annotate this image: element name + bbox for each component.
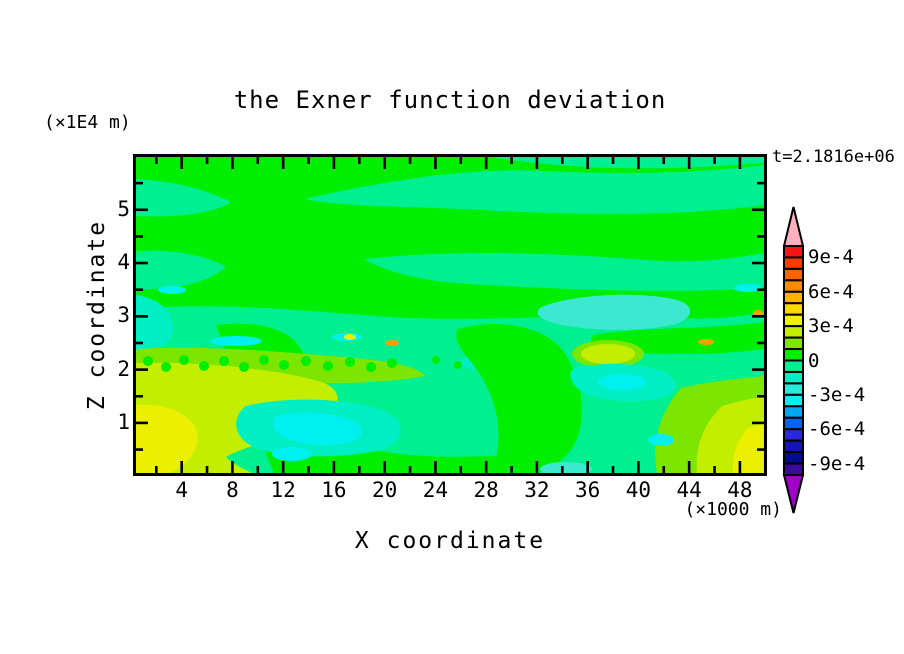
contour-speckle bbox=[387, 358, 397, 368]
contour-region bbox=[537, 294, 691, 330]
colorbar-tick-label: 9e-4 bbox=[808, 246, 854, 269]
contour-region bbox=[734, 284, 762, 292]
contour-region bbox=[136, 179, 231, 217]
x-tick-label: 16 bbox=[321, 478, 347, 502]
colorbar-segment bbox=[783, 279, 804, 293]
contour-region bbox=[304, 165, 764, 214]
y-axis-title: Z coordinate bbox=[84, 219, 110, 411]
colorbar-segment bbox=[783, 393, 804, 408]
colorbar-under-arrow bbox=[782, 474, 805, 514]
chart-title: the Exner function deviation bbox=[233, 86, 667, 114]
contour-regions bbox=[136, 157, 764, 473]
y-tick-label: 2 bbox=[117, 356, 130, 381]
contour-speckle bbox=[454, 361, 462, 369]
colorbar-segment bbox=[783, 428, 804, 442]
contour-region bbox=[273, 412, 362, 446]
contour-region bbox=[136, 250, 226, 290]
colorbar-tick-label: -9e-4 bbox=[808, 452, 866, 475]
contour-fleck bbox=[385, 340, 399, 346]
contour-speckle bbox=[432, 356, 440, 364]
contour-region bbox=[491, 157, 764, 169]
axis-ticks bbox=[136, 157, 764, 473]
contour-speckle bbox=[345, 357, 355, 367]
colorbar-segment bbox=[783, 348, 804, 362]
x-axis-unit-label: (×1000 m) bbox=[684, 499, 782, 520]
contour-region bbox=[272, 447, 312, 461]
contour-field bbox=[136, 157, 764, 473]
contour-region bbox=[648, 434, 674, 446]
x-tick-label: 40 bbox=[625, 478, 652, 502]
contour-speckle bbox=[179, 355, 189, 365]
contour-region bbox=[598, 374, 646, 390]
colorbar-tick-label: -6e-4 bbox=[808, 418, 866, 441]
contour-region bbox=[158, 286, 186, 294]
contour-region bbox=[732, 424, 764, 473]
contour-speckle bbox=[239, 362, 249, 372]
colorbar bbox=[782, 206, 805, 514]
x-tick-label: 24 bbox=[422, 478, 449, 502]
colorbar-tick-label: 6e-4 bbox=[808, 280, 854, 303]
x-tick-label: 4 bbox=[175, 478, 188, 502]
contour-fleck bbox=[753, 310, 763, 316]
colorbar-segment bbox=[783, 290, 804, 305]
colorbar-segment bbox=[783, 416, 804, 431]
time-annotation: t=2.1816e+06 bbox=[772, 147, 895, 167]
colorbar-segment bbox=[783, 325, 804, 339]
contour-fleck bbox=[698, 339, 714, 345]
contour-region bbox=[581, 344, 635, 364]
colorbar-segment bbox=[783, 451, 804, 465]
x-axis-title: X coordinate bbox=[354, 528, 546, 554]
colorbar-tick-label: 0 bbox=[808, 349, 820, 372]
colorbar-segment bbox=[783, 313, 804, 328]
contour-speckle bbox=[199, 361, 209, 371]
colorbar-segment bbox=[783, 370, 804, 385]
contour-speckle bbox=[366, 362, 376, 372]
colorbar-segment bbox=[783, 245, 804, 259]
contour-speckle bbox=[279, 360, 289, 370]
contour-speckle bbox=[259, 355, 269, 365]
plot-area bbox=[133, 154, 767, 476]
colorbar-segment bbox=[783, 359, 804, 373]
contour-region bbox=[136, 295, 174, 354]
x-tick-label: 12 bbox=[270, 478, 296, 502]
contour-speckle bbox=[219, 356, 229, 366]
speckle-dots bbox=[143, 355, 484, 372]
x-tick-label: 20 bbox=[372, 478, 398, 502]
x-tick-label: 36 bbox=[574, 478, 601, 502]
y-tick-label: 1 bbox=[117, 409, 130, 434]
colorbar-over-arrow bbox=[782, 206, 805, 247]
contour-speckle bbox=[301, 356, 311, 366]
colorbar-tick-label: -3e-4 bbox=[808, 383, 866, 406]
x-tick-label: 28 bbox=[473, 478, 499, 502]
y-axis-unit-label: (×1E4 m) bbox=[44, 112, 131, 133]
y-tick-label: 5 bbox=[117, 196, 130, 221]
contour-speckle bbox=[161, 362, 171, 372]
colorbar-segment bbox=[783, 382, 804, 396]
x-tick-label: 32 bbox=[524, 478, 550, 502]
colorbar-segment bbox=[783, 439, 804, 454]
contour-region bbox=[364, 252, 764, 291]
contour-speckle bbox=[323, 361, 333, 371]
colorbar-segment bbox=[783, 267, 804, 282]
colorbar-tick-label: 3e-4 bbox=[808, 315, 854, 338]
contour-region bbox=[210, 336, 262, 346]
contour-region bbox=[456, 324, 582, 473]
contour-fleck bbox=[344, 334, 356, 340]
colorbar-segment bbox=[783, 405, 804, 419]
contour-speckle bbox=[143, 356, 153, 366]
contour-speckle bbox=[476, 355, 484, 363]
x-tick-label: 48 bbox=[727, 478, 753, 502]
y-tick-label: 4 bbox=[117, 250, 130, 275]
contour-region bbox=[136, 404, 198, 473]
colorbar-segment bbox=[783, 256, 804, 270]
contour-region bbox=[540, 462, 592, 473]
x-tick-label: 8 bbox=[226, 478, 239, 502]
colorbar-segment bbox=[783, 302, 804, 316]
colorbar-segment bbox=[783, 336, 804, 351]
y-tick-label: 3 bbox=[117, 303, 130, 328]
x-tick-label: 44 bbox=[676, 478, 702, 502]
colorbar-segment bbox=[783, 462, 804, 476]
